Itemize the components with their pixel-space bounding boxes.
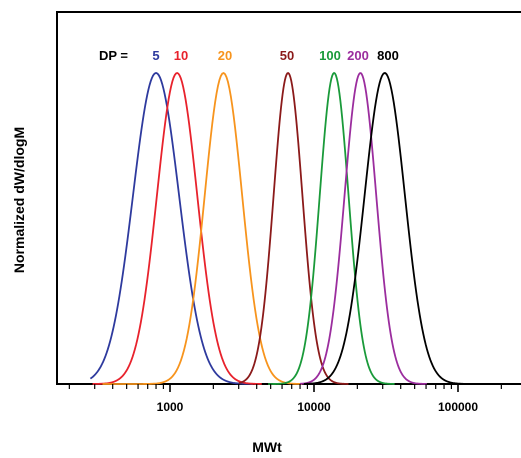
x-tick-label: 10000 — [297, 400, 331, 414]
x-tick-label: 100000 — [438, 400, 478, 414]
series-line-dp-100 — [268, 71, 395, 385]
legend-label-dp-5: 5 — [152, 48, 159, 63]
plot-frame — [56, 11, 521, 385]
series-line-dp-800 — [303, 72, 470, 385]
legend-label-dp-800: 800 — [377, 48, 399, 63]
legend-prefix: DP = — [99, 48, 128, 63]
series-line-dp-200 — [299, 72, 427, 385]
legend-label-dp-10: 10 — [174, 48, 188, 63]
series-line-dp-5 — [89, 72, 253, 385]
legend-label-dp-100: 100 — [319, 48, 341, 63]
x-axis: 1000 10000 100000 — [68, 384, 502, 414]
legend: DP = 5 10 20 50 100 200 800 — [99, 48, 399, 63]
x-tick-label: 1000 — [157, 400, 184, 414]
y-axis-label: Normalized dW/dlogM — [11, 127, 27, 273]
legend-label-dp-20: 20 — [218, 48, 232, 63]
series-line-dp-10 — [92, 72, 262, 385]
legend-label-dp-200: 200 — [347, 48, 369, 63]
curves-group — [89, 71, 470, 385]
series-line-dp-50 — [238, 71, 349, 385]
series-line-dp-20 — [102, 71, 303, 385]
legend-label-dp-50: 50 — [280, 48, 294, 63]
x-axis-label: MWt — [252, 439, 282, 455]
